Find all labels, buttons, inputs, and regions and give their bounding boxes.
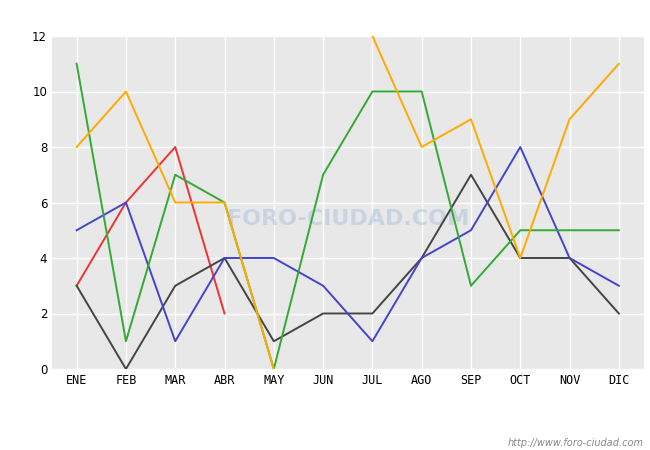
Text: Matriculaciones de Vehículos en Carnota: Matriculaciones de Vehículos en Carnota [162,11,488,26]
Text: FORO-CIUDAD.COM: FORO-CIUDAD.COM [227,209,469,229]
Text: http://www.foro-ciudad.com: http://www.foro-ciudad.com [508,438,644,448]
